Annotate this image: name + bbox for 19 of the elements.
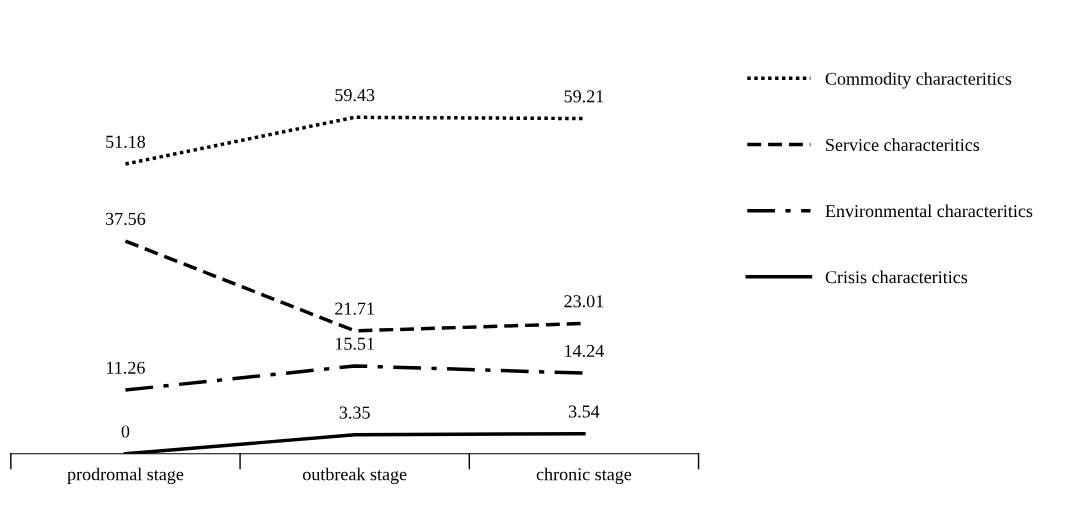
data-label: 11.26 — [107, 361, 145, 374]
data-label: 59.21 — [564, 90, 604, 103]
data-label: 51.18 — [106, 135, 146, 148]
data-label: 3.35 — [339, 406, 370, 419]
x-tick-label: prodromal stage — [67, 467, 184, 485]
data-label: 14.24 — [565, 344, 604, 358]
x-tick-label: outbreak stage — [302, 467, 407, 485]
data-label: 21.71 — [335, 302, 374, 315]
legend-label: Crisis characteritics — [825, 270, 968, 284]
data-label: 37.56 — [106, 212, 146, 226]
data-label: 15.51 — [335, 337, 374, 350]
legend-label: Service characteritics — [826, 138, 980, 152]
data-label: 59.43 — [335, 89, 375, 102]
data-label: 23.01 — [564, 295, 604, 308]
data-label: 3.54 — [568, 405, 600, 418]
legend-label: Environmental characteritics — [825, 204, 1033, 218]
data-label: 0 — [121, 425, 130, 438]
legend-label: Commodity characteritics — [825, 72, 1012, 89]
x-tick-label: chronic stage — [536, 467, 632, 485]
